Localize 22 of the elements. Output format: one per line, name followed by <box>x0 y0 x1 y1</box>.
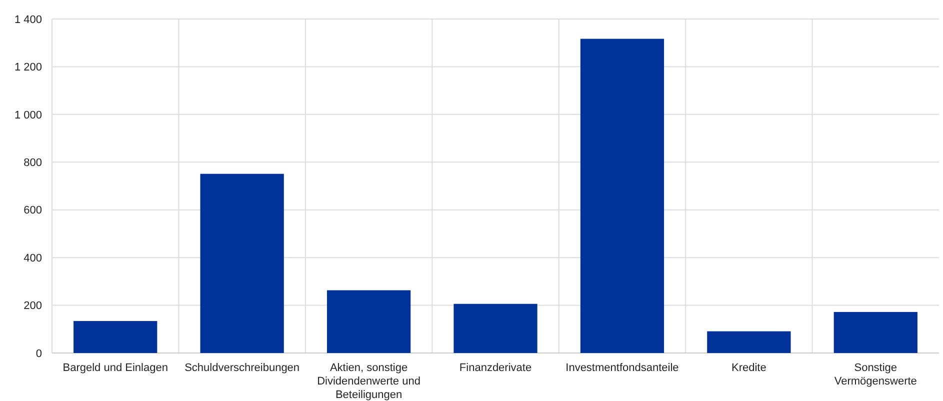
bar <box>834 312 918 353</box>
y-tick-label: 800 <box>24 156 42 169</box>
y-tick-label: 600 <box>24 204 42 217</box>
bar <box>580 38 664 353</box>
x-tick-label: Aktien, sonstige Dividendenwerte und Beteiligungen <box>317 362 420 401</box>
x-tick-label: Schuldverschreibungen <box>184 362 300 374</box>
y-tick-label: 0 <box>36 348 42 360</box>
x-tick-label: Finanzderivate <box>459 362 532 374</box>
y-tick-label: 1 000 <box>14 109 42 122</box>
bar <box>707 331 791 353</box>
y-tick-label: 1 400 <box>14 14 42 26</box>
x-tick-label: Kredite <box>732 362 766 374</box>
bar <box>200 174 284 353</box>
x-tick-label: Investmentfondsanteile <box>566 362 679 374</box>
x-tick-label: Sonstige Vermögenswerte <box>834 362 917 388</box>
y-tick-label: 1 200 <box>14 62 42 74</box>
x-tick-label: Bargeld und Einlagen <box>62 362 168 374</box>
y-tick-label: 200 <box>24 300 42 312</box>
y-tick-label: 400 <box>24 252 42 264</box>
bar <box>74 321 158 353</box>
bar <box>454 304 538 353</box>
bar <box>326 290 411 353</box>
